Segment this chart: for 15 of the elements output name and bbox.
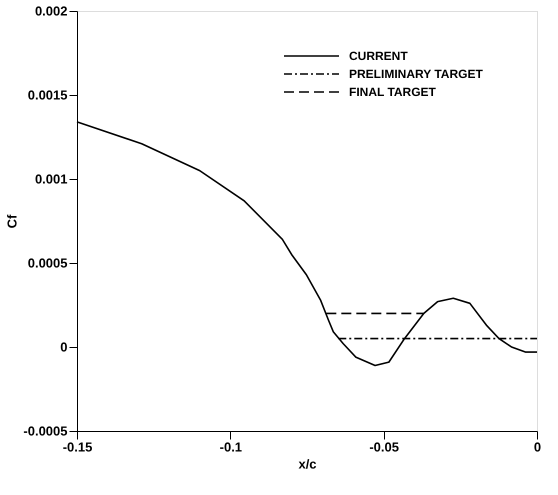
x-tick-label: 0: [534, 440, 542, 454]
x-tick-label: -0.1: [220, 440, 242, 454]
y-tick-label: 0.001: [34, 172, 68, 186]
y-tick-label: 0.0015: [28, 88, 68, 102]
x-axis-title: x/c: [298, 456, 317, 472]
y-tick-label: 0: [60, 340, 68, 354]
y-axis-title: Cf: [4, 214, 20, 228]
y-tick-label: 0.0005: [28, 256, 68, 270]
y-tick-label: -0.0005: [23, 424, 68, 438]
legend-label: FINAL TARGET: [349, 85, 437, 99]
legend-label: PRELIMINARY TARGET: [349, 67, 484, 81]
legend-label: CURRENT: [349, 49, 408, 63]
x-tick-label: -0.15: [62, 440, 92, 454]
y-tick-label: 0.002: [34, 4, 68, 18]
x-tick-label: -0.05: [369, 440, 399, 454]
